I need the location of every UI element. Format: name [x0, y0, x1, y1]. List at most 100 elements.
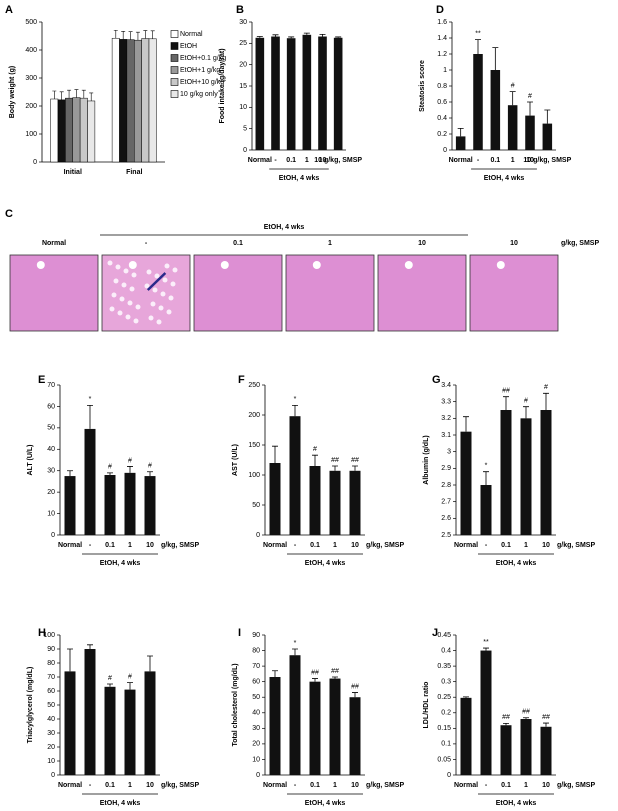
bar — [57, 99, 66, 163]
y-tick-label: 2.5 — [441, 532, 451, 539]
vacuole — [154, 273, 160, 279]
bar — [50, 98, 59, 163]
bar — [525, 115, 535, 150]
x-tick-label: - — [485, 782, 488, 789]
y-tick-label: 0 — [243, 147, 247, 154]
y-tick-label: 70 — [252, 663, 260, 670]
histology-image — [9, 254, 99, 332]
annotation: ## — [311, 669, 319, 676]
error-bar — [544, 109, 551, 124]
y-tick-label: 2.6 — [441, 515, 451, 522]
bar — [490, 70, 501, 150]
error-bar — [288, 36, 295, 39]
y-tick-label: 5 — [243, 126, 247, 133]
legend-label: Normal — [180, 31, 203, 38]
x-tick-label: 0.1 — [501, 782, 511, 789]
legend-label: EtOH — [180, 43, 197, 50]
annotation: # — [528, 93, 532, 100]
error-bar — [483, 647, 489, 651]
y-tick-label: 0.05 — [437, 756, 451, 763]
error-bar — [292, 648, 298, 656]
y-tick-label: 50 — [252, 502, 260, 509]
y-tick-label: 10 — [47, 510, 55, 517]
bar — [460, 697, 472, 775]
error-bar — [121, 31, 126, 40]
y-tick-label: 100 — [43, 632, 55, 639]
bar — [473, 54, 483, 150]
legend-swatch — [170, 30, 179, 38]
annotation: ** — [483, 639, 489, 646]
y-tick-label: 60 — [252, 679, 260, 686]
error-bar — [59, 91, 64, 100]
annotation: # — [148, 463, 152, 470]
x-tick-label: Normal — [263, 542, 287, 549]
annotation: ## — [331, 457, 339, 464]
y-tick-label: 1.6 — [437, 19, 447, 26]
vacuole — [135, 304, 141, 310]
vacuole — [107, 260, 113, 266]
vacuole — [162, 277, 168, 283]
panel-label: B — [236, 4, 244, 16]
error-bar — [523, 406, 529, 419]
y-tick-label: 0.35 — [437, 663, 451, 670]
y-tick-label: 0.15 — [437, 725, 451, 732]
error-bar — [113, 29, 118, 39]
bar — [540, 410, 552, 535]
vacuole — [121, 282, 127, 288]
bar — [309, 466, 321, 535]
bar — [500, 725, 512, 775]
column-label: 1 — [328, 240, 332, 247]
vacuole — [164, 263, 170, 269]
x-note: g/kg, SMSP — [161, 542, 199, 549]
y-tick-label: 0.6 — [437, 99, 447, 106]
x-tick-label: Normal — [454, 782, 478, 789]
group-label: EtOH, 4 wks — [496, 800, 537, 807]
error-bar — [319, 33, 326, 37]
vessel — [312, 261, 321, 269]
x-tick-label: 1 — [333, 542, 337, 549]
annotation: # — [511, 82, 515, 89]
x-tick-label: 1 — [128, 782, 132, 789]
x-tick-label: 1 — [524, 542, 528, 549]
x-tick-label: - — [274, 157, 277, 164]
bar — [87, 100, 96, 163]
y-tick-label: 0.2 — [437, 131, 447, 138]
error-bar — [128, 31, 133, 40]
vacuole — [133, 318, 139, 324]
error-bar — [143, 30, 148, 39]
y-tick-label: 3.3 — [441, 399, 451, 406]
bar — [124, 689, 136, 775]
panel-label: J — [432, 627, 438, 639]
vacuole — [156, 319, 162, 325]
bar — [79, 97, 88, 163]
bar — [500, 410, 512, 535]
y-tick-label: 20 — [47, 744, 55, 751]
annotation: ## — [502, 714, 510, 721]
vacuole — [109, 306, 115, 312]
annotation: * — [485, 463, 488, 470]
bar — [64, 476, 76, 535]
bar — [520, 418, 532, 535]
x-tick-label: 0.1 — [490, 157, 500, 164]
vessel — [128, 261, 137, 269]
x-note: g/kg, SMSP — [366, 542, 404, 549]
error-bar — [503, 722, 509, 726]
y-tick-label: 0.3 — [441, 679, 451, 686]
bar — [520, 719, 532, 775]
group-label: EtOH, 4 wks — [496, 560, 537, 567]
vacuole — [144, 283, 150, 289]
x-tick-label: 0.1 — [310, 542, 320, 549]
y-tick-label: 60 — [47, 403, 55, 410]
y-tick-label: 1 — [443, 67, 447, 74]
error-bar — [89, 92, 94, 101]
y-axis-title: Steatosis score — [419, 60, 426, 112]
bar — [148, 38, 157, 163]
vacuole — [125, 314, 131, 320]
bar — [269, 463, 281, 535]
error-bar — [135, 31, 140, 41]
y-tick-label: 1.2 — [437, 51, 447, 58]
y-tick-label: 50 — [252, 694, 260, 701]
y-tick-label: 1.4 — [437, 35, 447, 42]
x-tick-label: 1 — [511, 157, 515, 164]
